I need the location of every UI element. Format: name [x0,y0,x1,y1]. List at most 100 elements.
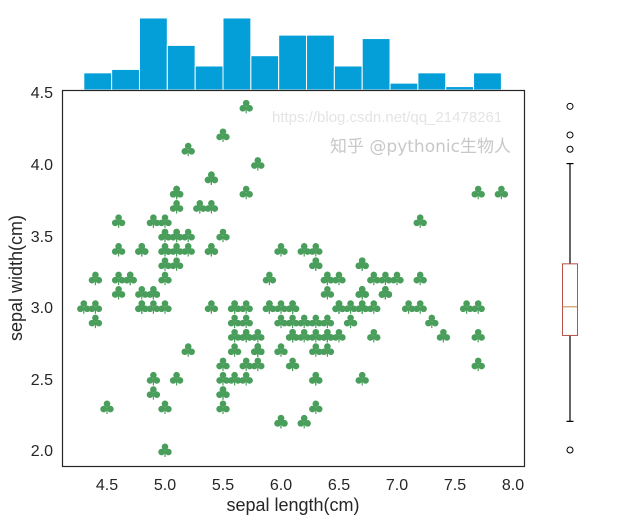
scatter-point-club [135,300,149,314]
scatter-point-club [413,300,427,314]
scatter-point-club [88,271,103,286]
scatter-point-club [239,314,253,329]
scatter-point-club [285,314,300,329]
box-outlier [566,145,574,153]
scatter-point-club [216,400,230,415]
x-tick-labels: 4.5 5.0 5.5 6.0 6.5 7.0 7.5 8.0 [96,477,524,494]
histogram-bar [306,34,335,91]
scatter-point-club [216,228,230,243]
scatter-point-club [285,300,300,314]
x-tick-label: 7.5 [444,477,466,494]
scatter-point-club [169,185,184,200]
histogram-bar [111,68,140,91]
scatter-point-club [239,357,253,372]
scatter-point-club [262,271,277,286]
histogram-bar [473,72,502,91]
y-tick-label: 3.5 [31,229,53,246]
scatter-plot-frame [61,89,526,468]
scatter-point-club [285,357,300,372]
scatter-point-club [494,185,509,200]
scatter-point-club [401,300,416,314]
x-tick-label: 6.0 [270,477,292,494]
scatter-point-club [204,171,219,185]
scatter-point-club [158,257,172,271]
y-tick-label: 4.0 [31,157,53,174]
scatter-point-club [262,300,277,314]
scatter-point-club [343,300,358,314]
y-tick-label: 2.0 [31,443,53,460]
scatter-point-club [216,386,230,400]
x-tick-label: 6.5 [328,477,350,494]
scatter-point-club [378,285,393,300]
scatter-point-club [285,328,300,343]
scatter-point-club [355,371,369,386]
scatter-point-club [274,314,288,329]
scatter-points [77,99,509,457]
scatter-point-club [309,343,323,357]
scatter-point-club [367,328,381,343]
scatter-point-club [169,228,184,243]
histogram-bar [166,44,196,91]
scatter-point-club [251,343,265,357]
scatter-point-club [274,343,288,357]
scatter-point-club [297,243,311,257]
histogram-bar [361,38,391,91]
scatter-point-club [309,371,323,386]
scatter-point-club [320,314,335,329]
scatter-point-club [378,271,393,286]
scatter-point-club [135,285,149,300]
x-axis-label: sepal length(cm) [226,495,359,515]
scatter-point-club [355,257,369,271]
box-outlier [566,446,574,454]
scatter-point-club [158,228,172,243]
scatter-point-club [181,343,195,357]
histogram-bar [194,65,224,91]
scatter-point-club [309,243,323,257]
scatter-point-club [181,228,195,243]
x-tick-label: 7.0 [386,477,408,494]
scatter-point-club [181,142,195,157]
scatter-point-club [251,328,265,343]
box-outlier [566,131,574,139]
scatter-point-club [309,314,323,329]
scatter-point-club [251,357,265,372]
scatter-point-club [436,328,451,343]
histogram-bar [417,72,447,91]
scatter-point-club [309,400,323,415]
scatter-point-club [111,285,126,300]
scatter-point-club [88,314,103,329]
scatter-point-club [216,128,230,142]
scatter-point-club [123,271,137,286]
scatter-point-club [146,300,161,314]
scatter-point-club [181,243,195,257]
histogram-bar [333,65,363,91]
scatter-point-club [204,200,219,214]
scatter-point-club [169,243,184,257]
watermark-zhihu: 知乎 @pythonic生物人 [330,137,511,157]
scatter-point-club [204,243,219,257]
scatter-point-club [471,300,485,314]
scatter-point-club [332,300,346,314]
scatter-point-club [390,271,404,286]
scatter-point-club [227,314,242,329]
scatter-point-club [320,343,335,357]
scatter-point-club [471,185,485,200]
scatter-point-club [146,386,161,400]
scatter-point-club [320,328,335,343]
histogram-top [83,17,502,91]
scatter-point-club [169,257,184,271]
y-tick-label: 3.0 [31,300,53,317]
x-tick-label: 8.0 [502,477,524,494]
scatter-point-club [227,300,242,314]
scatter-point-club [158,214,172,228]
scatter-point-club [297,414,311,429]
scatter-point-club [158,300,172,314]
scatter-point-club [274,414,288,429]
scatter-point-club [413,214,427,228]
scatter-point-club [111,243,126,257]
histogram-bar [389,82,419,91]
scatter-point-club [320,285,335,300]
scatter-point-club [193,200,207,214]
scatter-point-club [343,314,358,329]
scatter-point-club [100,400,114,415]
